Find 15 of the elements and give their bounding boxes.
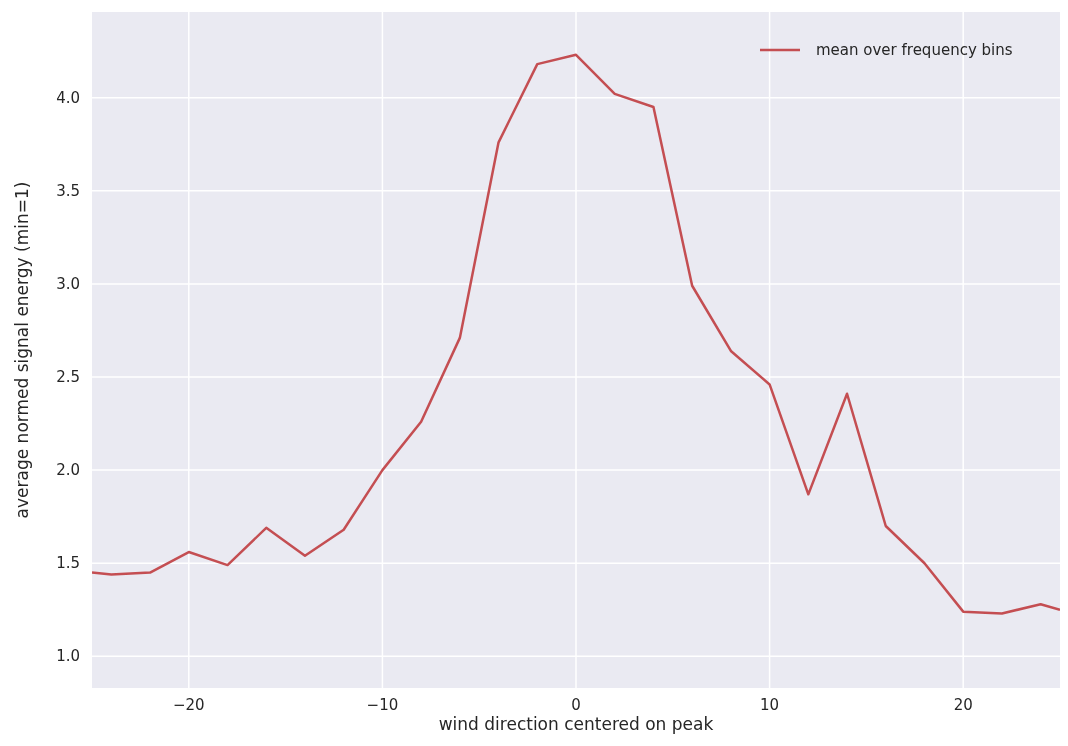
- x-tick-label: 10: [760, 696, 780, 714]
- x-axis-title: wind direction centered on peak: [438, 714, 714, 734]
- x-tick-label: −20: [172, 696, 205, 714]
- legend-label: mean over frequency bins: [816, 41, 1013, 59]
- y-tick-label: 3.0: [56, 274, 80, 293]
- y-tick-label: 3.5: [56, 181, 80, 200]
- y-tick-label: 2.0: [56, 461, 80, 480]
- y-tick-label: 1.0: [56, 647, 80, 666]
- x-tick-label: 0: [571, 696, 581, 714]
- y-tick-label: 1.5: [56, 554, 80, 573]
- y-tick-label: 4.0: [56, 88, 80, 107]
- y-tick-label: 2.5: [56, 368, 80, 386]
- x-tick-label: 20: [953, 696, 973, 714]
- y-axis-title: average normed signal energy (min=1): [12, 181, 32, 519]
- x-tick-label: −10: [366, 696, 399, 714]
